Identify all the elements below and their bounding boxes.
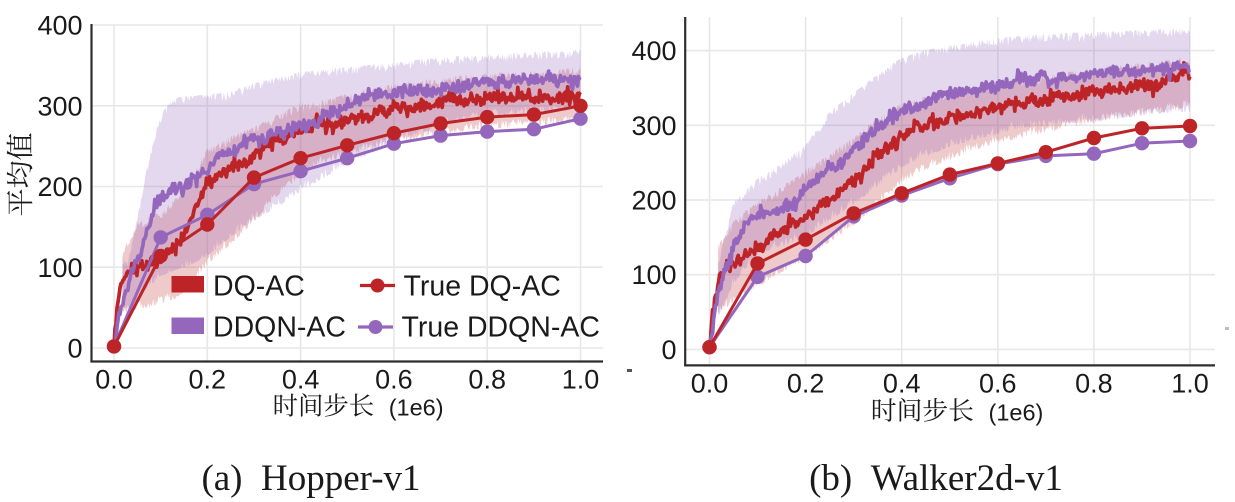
svg-text:(b) Walker2d-v1: (b) Walker2d-v1 [809,458,1063,499]
svg-text:0.4: 0.4 [883,369,921,399]
svg-text:1.0: 1.0 [562,364,600,394]
svg-text:200: 200 [37,172,82,202]
svg-text:400: 400 [37,11,82,41]
svg-text:0.8: 0.8 [1075,369,1113,399]
svg-text:100: 100 [631,260,676,290]
svg-text:True DQ-AC: True DQ-AC [404,271,561,303]
svg-text:(1e6): (1e6) [989,400,1044,426]
svg-text:300: 300 [631,111,676,141]
svg-text:DQ-AC: DQ-AC [213,271,305,303]
svg-text:1.0: 1.0 [1171,369,1209,399]
svg-text:DDQN-AC: DDQN-AC [213,312,346,344]
svg-text:0.0: 0.0 [95,364,133,394]
svg-text:0.6: 0.6 [979,369,1017,399]
svg-text:0: 0 [661,335,676,365]
svg-text:0.6: 0.6 [375,364,413,394]
svg-text:0.2: 0.2 [189,364,227,394]
svg-text:0.0: 0.0 [691,369,729,399]
svg-text:0: 0 [67,334,82,364]
svg-text:300: 300 [37,91,82,121]
svg-text:0.2: 0.2 [787,369,825,399]
svg-text:0.4: 0.4 [282,364,320,394]
svg-text:200: 200 [631,186,676,216]
svg-text:100: 100 [37,253,82,283]
svg-text:0.8: 0.8 [468,364,506,394]
svg-text:400: 400 [631,36,676,66]
svg-text:True DDQN-AC: True DDQN-AC [402,312,600,344]
svg-text:(a) Hopper-v1: (a) Hopper-v1 [201,458,420,499]
svg-text:(1e6): (1e6) [389,395,444,421]
